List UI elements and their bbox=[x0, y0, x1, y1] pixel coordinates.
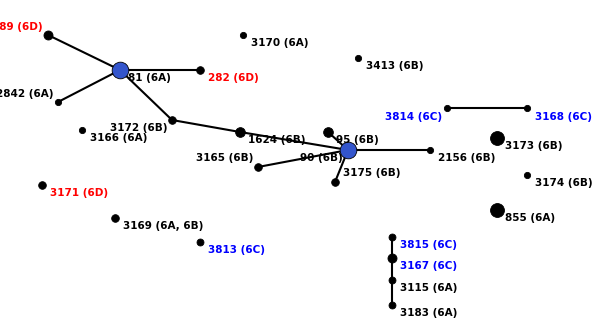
Text: 3169 (6A, 6B): 3169 (6A, 6B) bbox=[123, 221, 203, 231]
Text: 3168 (6C): 3168 (6C) bbox=[535, 112, 592, 122]
Text: 3171 (6D): 3171 (6D) bbox=[50, 188, 108, 198]
Text: 3815 (6C): 3815 (6C) bbox=[400, 240, 457, 250]
Text: 81 (6A): 81 (6A) bbox=[128, 73, 171, 83]
Text: 3814 (6C): 3814 (6C) bbox=[385, 112, 442, 122]
Text: 3813 (6C): 3813 (6C) bbox=[208, 245, 265, 255]
Text: 90 (6B): 90 (6B) bbox=[300, 153, 343, 163]
Text: 3166 (6A): 3166 (6A) bbox=[90, 133, 148, 143]
Text: 3173 (6B): 3173 (6B) bbox=[505, 141, 563, 151]
Text: 95 (6B): 95 (6B) bbox=[336, 135, 379, 145]
Text: 189 (6D): 189 (6D) bbox=[0, 22, 43, 32]
Text: 1624 (6B): 1624 (6B) bbox=[248, 135, 305, 145]
Text: 282 (6D): 282 (6D) bbox=[208, 73, 259, 83]
Text: 2156 (6B): 2156 (6B) bbox=[438, 153, 496, 163]
Text: 3167 (6C): 3167 (6C) bbox=[400, 261, 457, 271]
Text: 3170 (6A): 3170 (6A) bbox=[251, 38, 308, 48]
Text: 3174 (6B): 3174 (6B) bbox=[535, 178, 593, 188]
Text: 855 (6A): 855 (6A) bbox=[505, 213, 555, 223]
Text: 3115 (6A): 3115 (6A) bbox=[400, 283, 457, 293]
Text: 3413 (6B): 3413 (6B) bbox=[366, 61, 424, 71]
Text: 2842 (6A): 2842 (6A) bbox=[0, 89, 53, 99]
Text: 3172 (6B): 3172 (6B) bbox=[110, 123, 167, 133]
Text: 3165 (6B): 3165 (6B) bbox=[196, 153, 253, 163]
Text: 3175 (6B): 3175 (6B) bbox=[343, 168, 401, 178]
Text: 3183 (6A): 3183 (6A) bbox=[400, 308, 457, 318]
